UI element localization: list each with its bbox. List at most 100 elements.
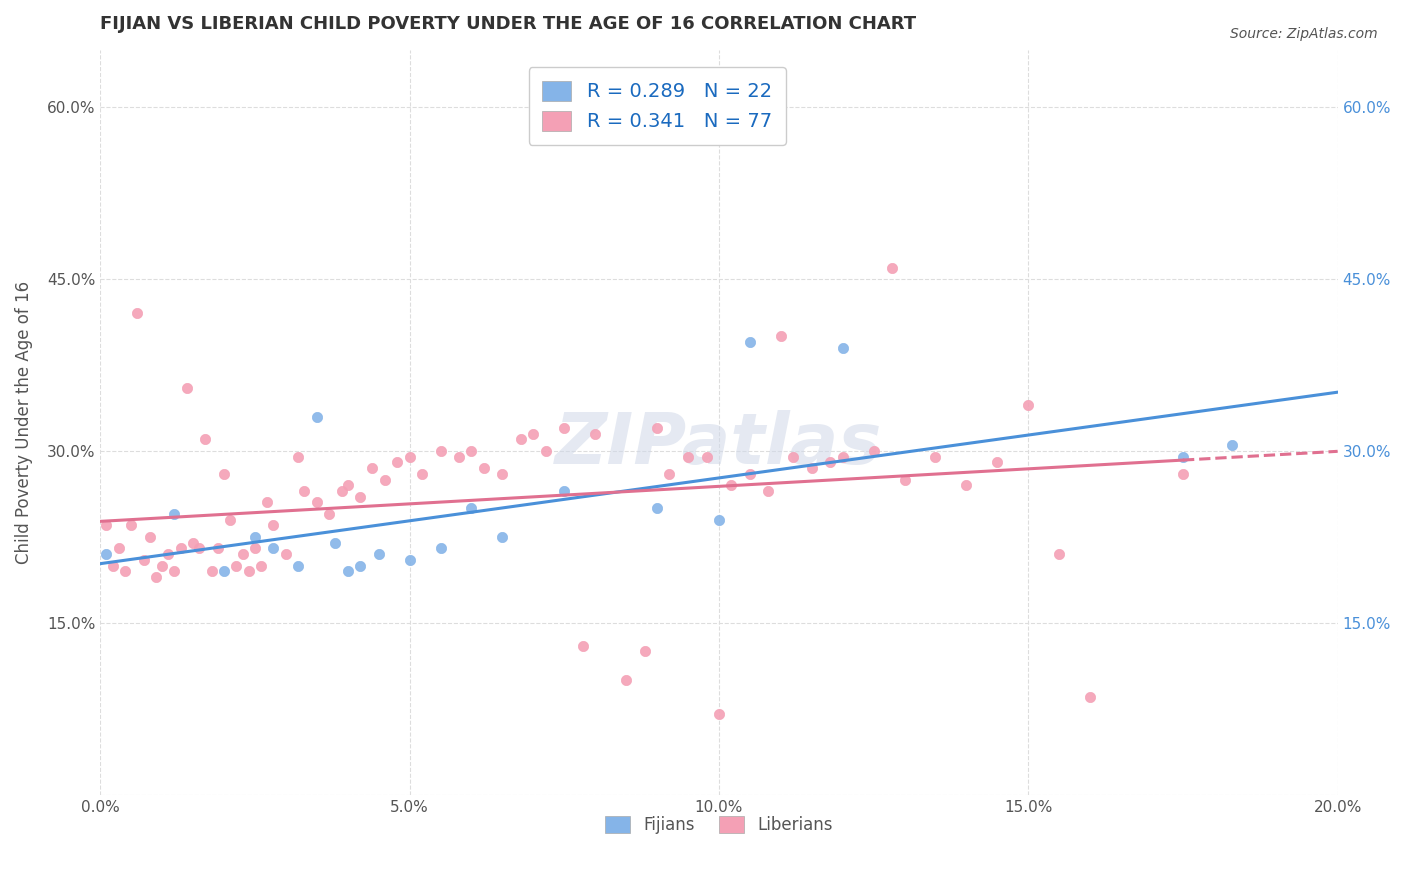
Point xyxy=(510,433,533,447)
Point xyxy=(212,467,235,481)
Point xyxy=(893,473,915,487)
Point xyxy=(491,530,513,544)
Point xyxy=(831,341,853,355)
Text: FIJIAN VS LIBERIAN CHILD POVERTY UNDER THE AGE OF 16 CORRELATION CHART: FIJIAN VS LIBERIAN CHILD POVERTY UNDER T… xyxy=(100,15,917,33)
Point xyxy=(986,455,1008,469)
Point xyxy=(176,381,198,395)
Point xyxy=(349,558,371,573)
Point xyxy=(139,530,162,544)
Point xyxy=(108,541,131,556)
Point xyxy=(820,455,842,469)
Point xyxy=(157,547,180,561)
Point xyxy=(145,570,167,584)
Point xyxy=(336,564,359,578)
Point xyxy=(194,433,217,447)
Point xyxy=(769,329,792,343)
Point xyxy=(583,426,606,441)
Point xyxy=(707,513,730,527)
Point xyxy=(225,558,247,573)
Point xyxy=(287,450,309,464)
Point xyxy=(263,541,285,556)
Point xyxy=(491,467,513,481)
Point xyxy=(1017,398,1039,412)
Point xyxy=(232,547,254,561)
Point xyxy=(522,426,544,441)
Point xyxy=(831,450,853,464)
Point xyxy=(305,495,328,509)
Point xyxy=(101,558,124,573)
Point xyxy=(96,547,118,561)
Point xyxy=(256,495,278,509)
Point xyxy=(707,707,730,722)
Point xyxy=(96,518,118,533)
Point xyxy=(294,483,316,498)
Point xyxy=(361,461,384,475)
Point xyxy=(170,541,193,556)
Point xyxy=(1078,690,1101,705)
Point xyxy=(398,553,420,567)
Point xyxy=(738,334,761,349)
Point xyxy=(243,530,266,544)
Point xyxy=(411,467,433,481)
Point xyxy=(181,535,204,549)
Point xyxy=(150,558,173,573)
Y-axis label: Child Poverty Under the Age of 16: Child Poverty Under the Age of 16 xyxy=(15,281,32,564)
Point xyxy=(758,483,780,498)
Point xyxy=(460,444,482,458)
Point xyxy=(387,455,409,469)
Point xyxy=(658,467,681,481)
Point xyxy=(305,409,328,424)
Point xyxy=(645,501,668,516)
Point xyxy=(287,558,309,573)
Point xyxy=(201,564,224,578)
Point xyxy=(374,473,396,487)
Point xyxy=(188,541,211,556)
Point xyxy=(1047,547,1070,561)
Point xyxy=(720,478,742,492)
Point xyxy=(553,483,575,498)
Point xyxy=(882,260,904,275)
Point xyxy=(263,518,285,533)
Point xyxy=(367,547,389,561)
Point xyxy=(472,461,495,475)
Point xyxy=(250,558,273,573)
Point xyxy=(696,450,718,464)
Point xyxy=(782,450,804,464)
Point xyxy=(163,564,186,578)
Point xyxy=(207,541,229,556)
Point xyxy=(1171,450,1194,464)
Point xyxy=(398,450,420,464)
Text: Source: ZipAtlas.com: Source: ZipAtlas.com xyxy=(1230,27,1378,41)
Point xyxy=(738,467,761,481)
Point xyxy=(429,541,451,556)
Point xyxy=(924,450,946,464)
Legend: Fijians, Liberians: Fijians, Liberians xyxy=(593,805,845,846)
Text: ZIPatlas: ZIPatlas xyxy=(555,410,883,479)
Point xyxy=(534,444,557,458)
Point xyxy=(120,518,142,533)
Point xyxy=(572,639,595,653)
Point xyxy=(163,507,186,521)
Point xyxy=(219,513,242,527)
Point xyxy=(325,535,347,549)
Point xyxy=(862,444,884,458)
Point xyxy=(274,547,297,561)
Point xyxy=(243,541,266,556)
Point xyxy=(132,553,155,567)
Point xyxy=(460,501,482,516)
Point xyxy=(634,644,657,658)
Point xyxy=(800,461,823,475)
Point xyxy=(553,421,575,435)
Point xyxy=(238,564,260,578)
Point xyxy=(336,478,359,492)
Point xyxy=(114,564,136,578)
Point xyxy=(955,478,977,492)
Point xyxy=(614,673,637,687)
Point xyxy=(127,306,149,320)
Point xyxy=(318,507,340,521)
Point xyxy=(676,450,699,464)
Point xyxy=(330,483,353,498)
Point xyxy=(645,421,668,435)
Point xyxy=(1222,438,1244,452)
Point xyxy=(349,490,371,504)
